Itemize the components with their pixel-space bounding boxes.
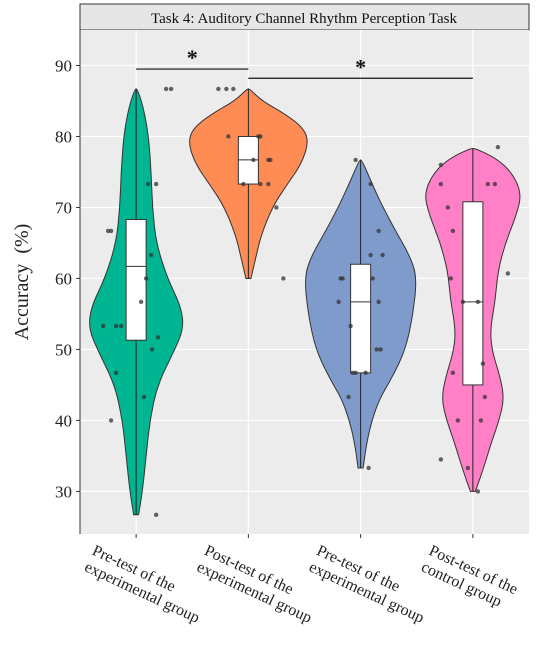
y-axis: 30 40 50 60 70 80 90 [55, 30, 81, 534]
data-point [448, 276, 454, 281]
data-point [100, 323, 106, 329]
data-point [370, 276, 375, 281]
box-iqr [350, 263, 372, 374]
data-point [478, 418, 484, 423]
violin-group-3 [305, 157, 417, 471]
data-point [380, 252, 385, 258]
data-point [113, 370, 119, 376]
data-point [374, 347, 379, 352]
data-point [241, 181, 246, 187]
data-point [216, 86, 221, 92]
y-tick-label: 80 [55, 127, 72, 146]
violins [89, 86, 521, 518]
data-point [445, 205, 451, 210]
data-point [168, 86, 174, 92]
data-point [450, 228, 456, 234]
data-point [482, 394, 488, 400]
data-point [475, 299, 481, 305]
data-point [145, 181, 151, 187]
data-point [353, 157, 358, 163]
data-point [438, 181, 444, 187]
y-tick-label: 70 [55, 198, 72, 217]
box-iqr [462, 201, 484, 386]
data-point [460, 299, 466, 305]
data-point [281, 276, 286, 281]
violin-group-4 [425, 144, 521, 494]
significance-star: * [355, 54, 366, 79]
y-tick-label: 60 [55, 269, 72, 288]
data-point [438, 457, 444, 462]
box-iqr [125, 219, 147, 341]
strip-header: Task 4: Auditory Channel Rhythm Percepti… [79, 3, 530, 31]
data-point [465, 465, 471, 471]
data-point [438, 162, 444, 168]
data-point [336, 299, 341, 305]
data-point [153, 181, 159, 187]
data-point [450, 370, 456, 376]
violin-group-1 [89, 86, 184, 518]
violin-group-2 [189, 86, 308, 281]
significance-markers: * * [136, 45, 473, 79]
data-point [113, 323, 119, 329]
data-point [348, 323, 353, 329]
data-point [378, 347, 383, 352]
data-point [376, 299, 381, 305]
data-point [340, 276, 345, 281]
data-point [480, 361, 486, 366]
data-point [108, 418, 114, 423]
data-point [368, 252, 373, 258]
data-point [266, 181, 271, 187]
data-point [274, 205, 279, 210]
data-point [268, 157, 273, 163]
data-point [368, 181, 373, 187]
y-axis-title: Accuracy (%) [11, 224, 33, 341]
y-tick-label: 50 [55, 340, 72, 359]
data-point [143, 276, 149, 281]
data-point [163, 86, 169, 92]
data-point [485, 181, 491, 187]
data-point [118, 323, 124, 329]
y-tick-label: 90 [55, 56, 72, 75]
data-point [376, 228, 381, 234]
y-tick-label: 40 [55, 411, 72, 430]
data-point [138, 299, 144, 305]
data-point [455, 418, 461, 423]
data-point [226, 134, 231, 139]
data-point [251, 157, 256, 163]
data-point [149, 347, 155, 352]
data-point [108, 228, 114, 234]
data-point [153, 512, 159, 518]
chart-title: Task 4: Auditory Channel Rhythm Percepti… [151, 11, 457, 27]
data-point [346, 394, 351, 400]
data-point [148, 252, 154, 258]
data-point [258, 134, 263, 139]
data-point [231, 86, 236, 92]
data-point [505, 271, 511, 276]
data-point [353, 370, 358, 376]
significance-star: * [187, 45, 198, 70]
data-point [366, 465, 371, 471]
data-point [224, 86, 229, 92]
data-point [155, 335, 161, 340]
data-point [495, 144, 501, 150]
data-point [363, 370, 368, 376]
data-point [141, 394, 147, 400]
data-point [258, 181, 263, 187]
data-point [492, 181, 498, 187]
data-point [475, 489, 481, 494]
strip-background [79, 3, 530, 31]
y-tick-label: 30 [55, 482, 72, 501]
